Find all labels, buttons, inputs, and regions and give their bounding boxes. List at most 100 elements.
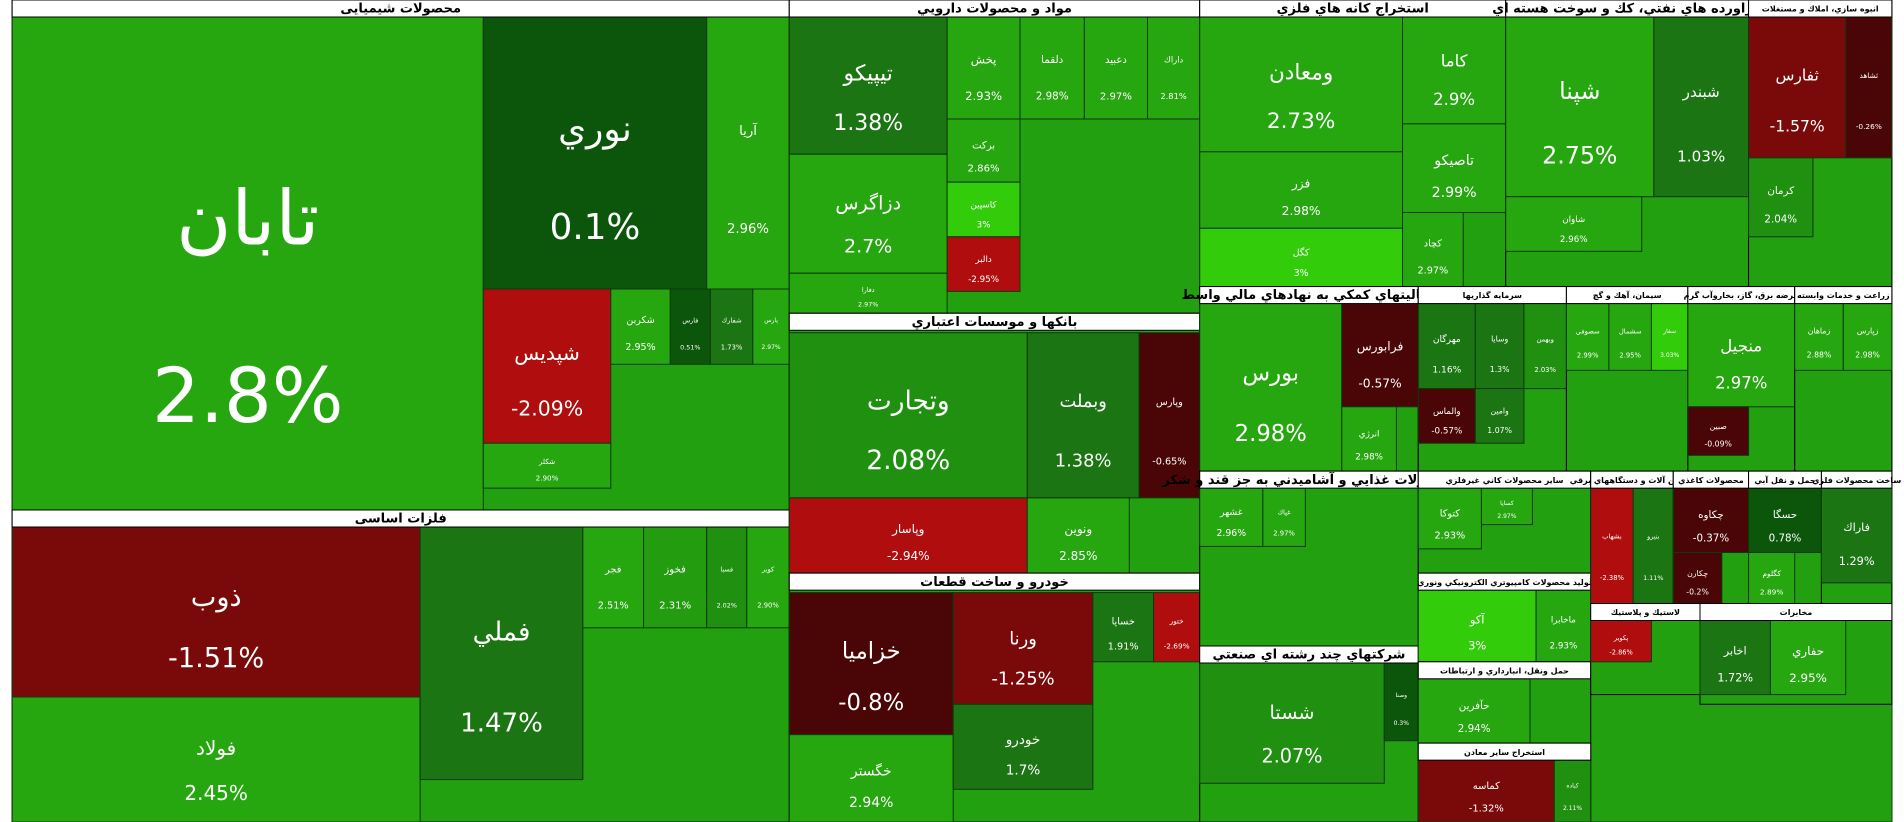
tile [1748, 487, 1822, 553]
tile-name: وسايا [1491, 334, 1508, 343]
group-header: مواد و محصولات دارويي [917, 2, 1072, 17]
tile-name: دلقما [1041, 54, 1063, 66]
tile-name: ونوين [1064, 522, 1092, 537]
tile [1748, 552, 1796, 604]
tile-name: تاصيكو [1433, 153, 1474, 169]
tile-value: 2.93% [1434, 531, 1465, 542]
tile-name: سفار [1662, 328, 1676, 335]
tile-name: بشهاب [1602, 533, 1622, 541]
tile-value: 2.95% [625, 342, 655, 353]
tile-name: زپارس [1857, 327, 1879, 336]
tile [1417, 303, 1476, 390]
tile-value: -0.65% [1152, 457, 1186, 468]
tile-value: 1.73% [721, 344, 743, 352]
tile-name: كوير [761, 565, 775, 573]
tile-value: 2.11% [1563, 805, 1582, 812]
group-header: سيمان، آهك و گچ [1593, 290, 1662, 300]
tile [788, 497, 1028, 574]
tile [1199, 151, 1403, 229]
tile [669, 288, 711, 365]
tile [788, 734, 954, 822]
tile-value: 3.03% [1660, 352, 1679, 359]
tile [1820, 487, 1893, 584]
tile-name: فاراك [1843, 521, 1870, 535]
tile-name: شپنا [1559, 77, 1600, 105]
tile [1687, 406, 1750, 456]
tile-name: سشمال [1619, 328, 1642, 336]
tile-name: نوري [558, 109, 632, 150]
tile-name: وپاسار [891, 522, 924, 537]
tile-name: مهرگان [1433, 333, 1461, 345]
tile [1553, 759, 1592, 822]
tile [1083, 16, 1149, 120]
tile-name: كساپا [1500, 500, 1514, 507]
tile-value: 2.93% [965, 89, 1002, 103]
tile-name: خودرو [1005, 732, 1041, 748]
tile-name: چكاوه [1698, 509, 1724, 521]
tile-value: -0.26% [1856, 122, 1882, 131]
tile-value: 1.3% [1490, 365, 1510, 374]
tile-value: 2.90% [757, 602, 779, 610]
tile [1748, 16, 1847, 159]
tile [1199, 16, 1403, 153]
tile [1417, 388, 1476, 444]
tile-value: 2.99% [1577, 352, 1599, 360]
tile [788, 272, 948, 314]
tile-value: -0.37% [1693, 532, 1730, 544]
tile-name: فسبا [720, 565, 733, 573]
tile-name: حسگا [1773, 508, 1797, 521]
tile [1262, 487, 1306, 547]
tile-name: داراك [1164, 54, 1184, 64]
group-header: فعاليتهاي كمكي به نهادهاي مالي واسط [1181, 288, 1436, 303]
tile-name: شستا [1270, 701, 1315, 724]
group-header: سرمايه گذاريها [1463, 290, 1522, 300]
tile-value: -0.57% [1358, 377, 1401, 391]
tile-name: والماس [1433, 407, 1461, 417]
tile-name: حآفرين [1459, 699, 1490, 712]
tile [706, 526, 748, 629]
tile-name: وپارس [1156, 397, 1183, 408]
group-header: ساخت محصولات فلزي [1812, 476, 1901, 485]
tile-name: شكربن [626, 315, 654, 326]
tile [1794, 303, 1844, 371]
tile-name: زماهان [1808, 327, 1831, 336]
tile-value: 2.98% [1235, 421, 1307, 447]
tile [709, 288, 754, 365]
tile-name: كگل [1293, 246, 1310, 258]
tile-name: ثشاهد [1859, 71, 1878, 80]
tile [1417, 487, 1482, 550]
group-header-bg [1417, 742, 1592, 761]
group-header: ماشين آلات و دستگاههاي برقي [1570, 475, 1695, 485]
tile [752, 288, 790, 365]
tile [1026, 497, 1130, 574]
tile [1672, 552, 1723, 604]
group-header: خودرو و ساخت قطعات [920, 575, 1069, 590]
tile-value: 2.45% [184, 781, 248, 805]
tile-value: 2.51% [598, 601, 629, 612]
tile-name: كچاد [1424, 239, 1443, 250]
tile-name: تابان [176, 175, 319, 263]
tile-value: -2.86% [1609, 649, 1632, 657]
tile [1199, 227, 1403, 288]
group-header: بانكها و موسسات اعتباري [912, 315, 1078, 330]
tile-name: پارس [764, 317, 778, 324]
tile [582, 526, 645, 629]
tile [482, 288, 612, 444]
tile-name: فارس [682, 317, 698, 325]
tile-name: فخوز [663, 564, 686, 575]
tile-value: 2.08% [866, 445, 950, 476]
tile-value: 1.07% [1487, 426, 1512, 435]
tile-name: كگلوم [1762, 569, 1781, 578]
tile-name: ماخابرا [1551, 616, 1576, 626]
tile-name: وتجارت [867, 386, 950, 417]
tile [1026, 332, 1140, 499]
tile-value: 2.8% [152, 352, 344, 440]
tile-value: 0.78% [1769, 532, 1802, 544]
group-header: محصولات كاغذي [1678, 476, 1744, 485]
tile-name: فجر [604, 564, 621, 575]
tile-name: تيپيكو [843, 62, 893, 87]
tile [419, 526, 584, 781]
tile [643, 526, 708, 629]
tile-name: شفارك [722, 317, 742, 325]
